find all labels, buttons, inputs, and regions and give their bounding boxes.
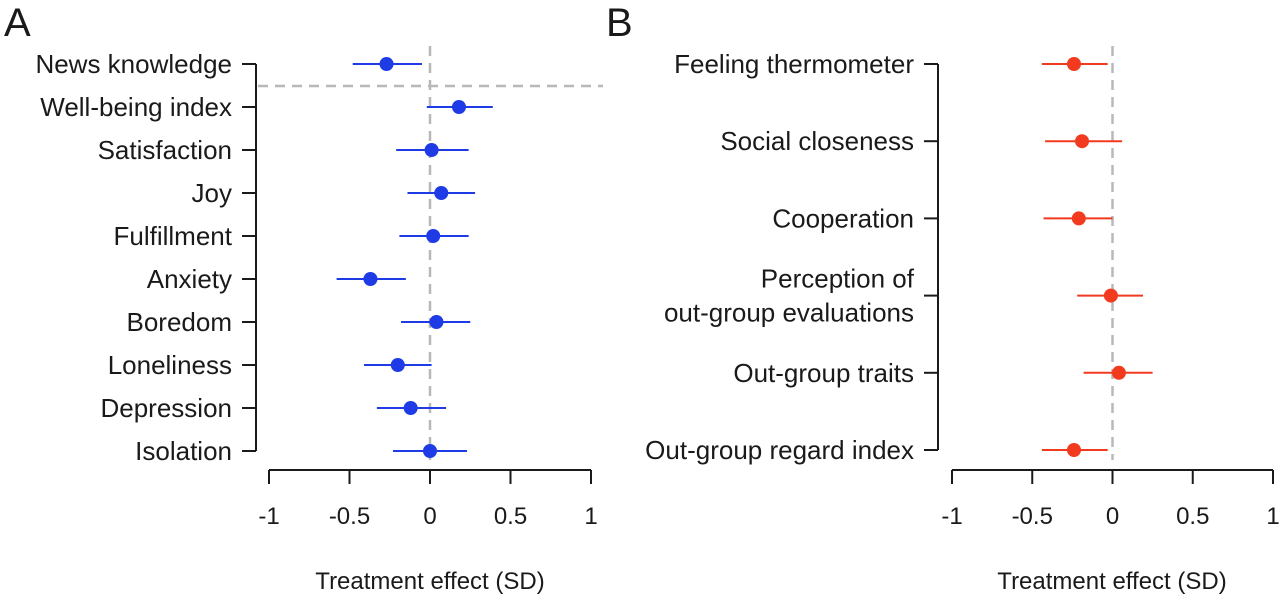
category-label-line: out-group evaluations: [664, 298, 914, 328]
point-estimate: [379, 57, 394, 71]
x-axis-title: Treatment effect (SD): [315, 568, 544, 595]
x-axis-title: Treatment effect (SD): [997, 568, 1226, 595]
point-estimate: [1075, 134, 1090, 149]
point-estimate: [451, 100, 466, 114]
category-label-line: Perception of: [761, 264, 915, 294]
x-tick-label: -0.5: [1012, 503, 1053, 530]
x-tick-label: -1: [258, 503, 279, 530]
category-label: Social closeness: [720, 126, 914, 156]
x-tick-label: -0.5: [329, 503, 370, 530]
point-estimate: [403, 401, 418, 415]
category-label: Cooperation: [772, 203, 914, 233]
point-estimate: [424, 143, 439, 157]
category-label: Satisfaction: [98, 135, 232, 165]
category-label: Boredom: [127, 307, 233, 337]
x-tick-label: -1: [941, 503, 962, 530]
category-label: Depression: [100, 393, 232, 423]
category-label: Loneliness: [108, 350, 232, 380]
category-label: Fulfillment: [114, 221, 233, 251]
category-label: Isolation: [135, 436, 232, 466]
point-estimate: [390, 358, 405, 372]
point-estimate: [1111, 365, 1126, 380]
point-estimate: [434, 186, 449, 200]
x-tick-label: 1: [1266, 503, 1279, 530]
panel-label: A: [4, 1, 31, 45]
point-estimate: [426, 229, 441, 243]
category-label: Joy: [192, 178, 232, 208]
panel-b: B Feeling thermometer Social closeness Coop…: [606, 1, 1280, 595]
category-label: News knowledge: [35, 49, 232, 79]
point-estimate: [1066, 443, 1081, 457]
point-estimate: [1071, 211, 1086, 226]
category-label: Well-being index: [40, 92, 232, 122]
point-estimate: [1066, 57, 1081, 71]
x-tick-label: 0.5: [494, 503, 527, 530]
x-tick-label: 1: [584, 503, 597, 530]
x-tick-label: 0: [423, 503, 436, 530]
category-label: Out-group regard index: [645, 435, 914, 465]
category-label: Out-group traits: [733, 358, 914, 388]
category-label: Anxiety: [147, 264, 232, 294]
point-estimate: [429, 315, 444, 329]
category-label: Perception of out-group evaluations: [664, 264, 915, 328]
point-estimate: [363, 272, 378, 286]
x-tick-label: 0: [1106, 503, 1119, 530]
panel-label: B: [606, 1, 633, 45]
x-tick-label: 0.5: [1176, 503, 1209, 530]
category-label: Feeling thermometer: [674, 49, 914, 79]
point-estimate: [423, 444, 437, 458]
point-estimate: [1103, 288, 1118, 303]
